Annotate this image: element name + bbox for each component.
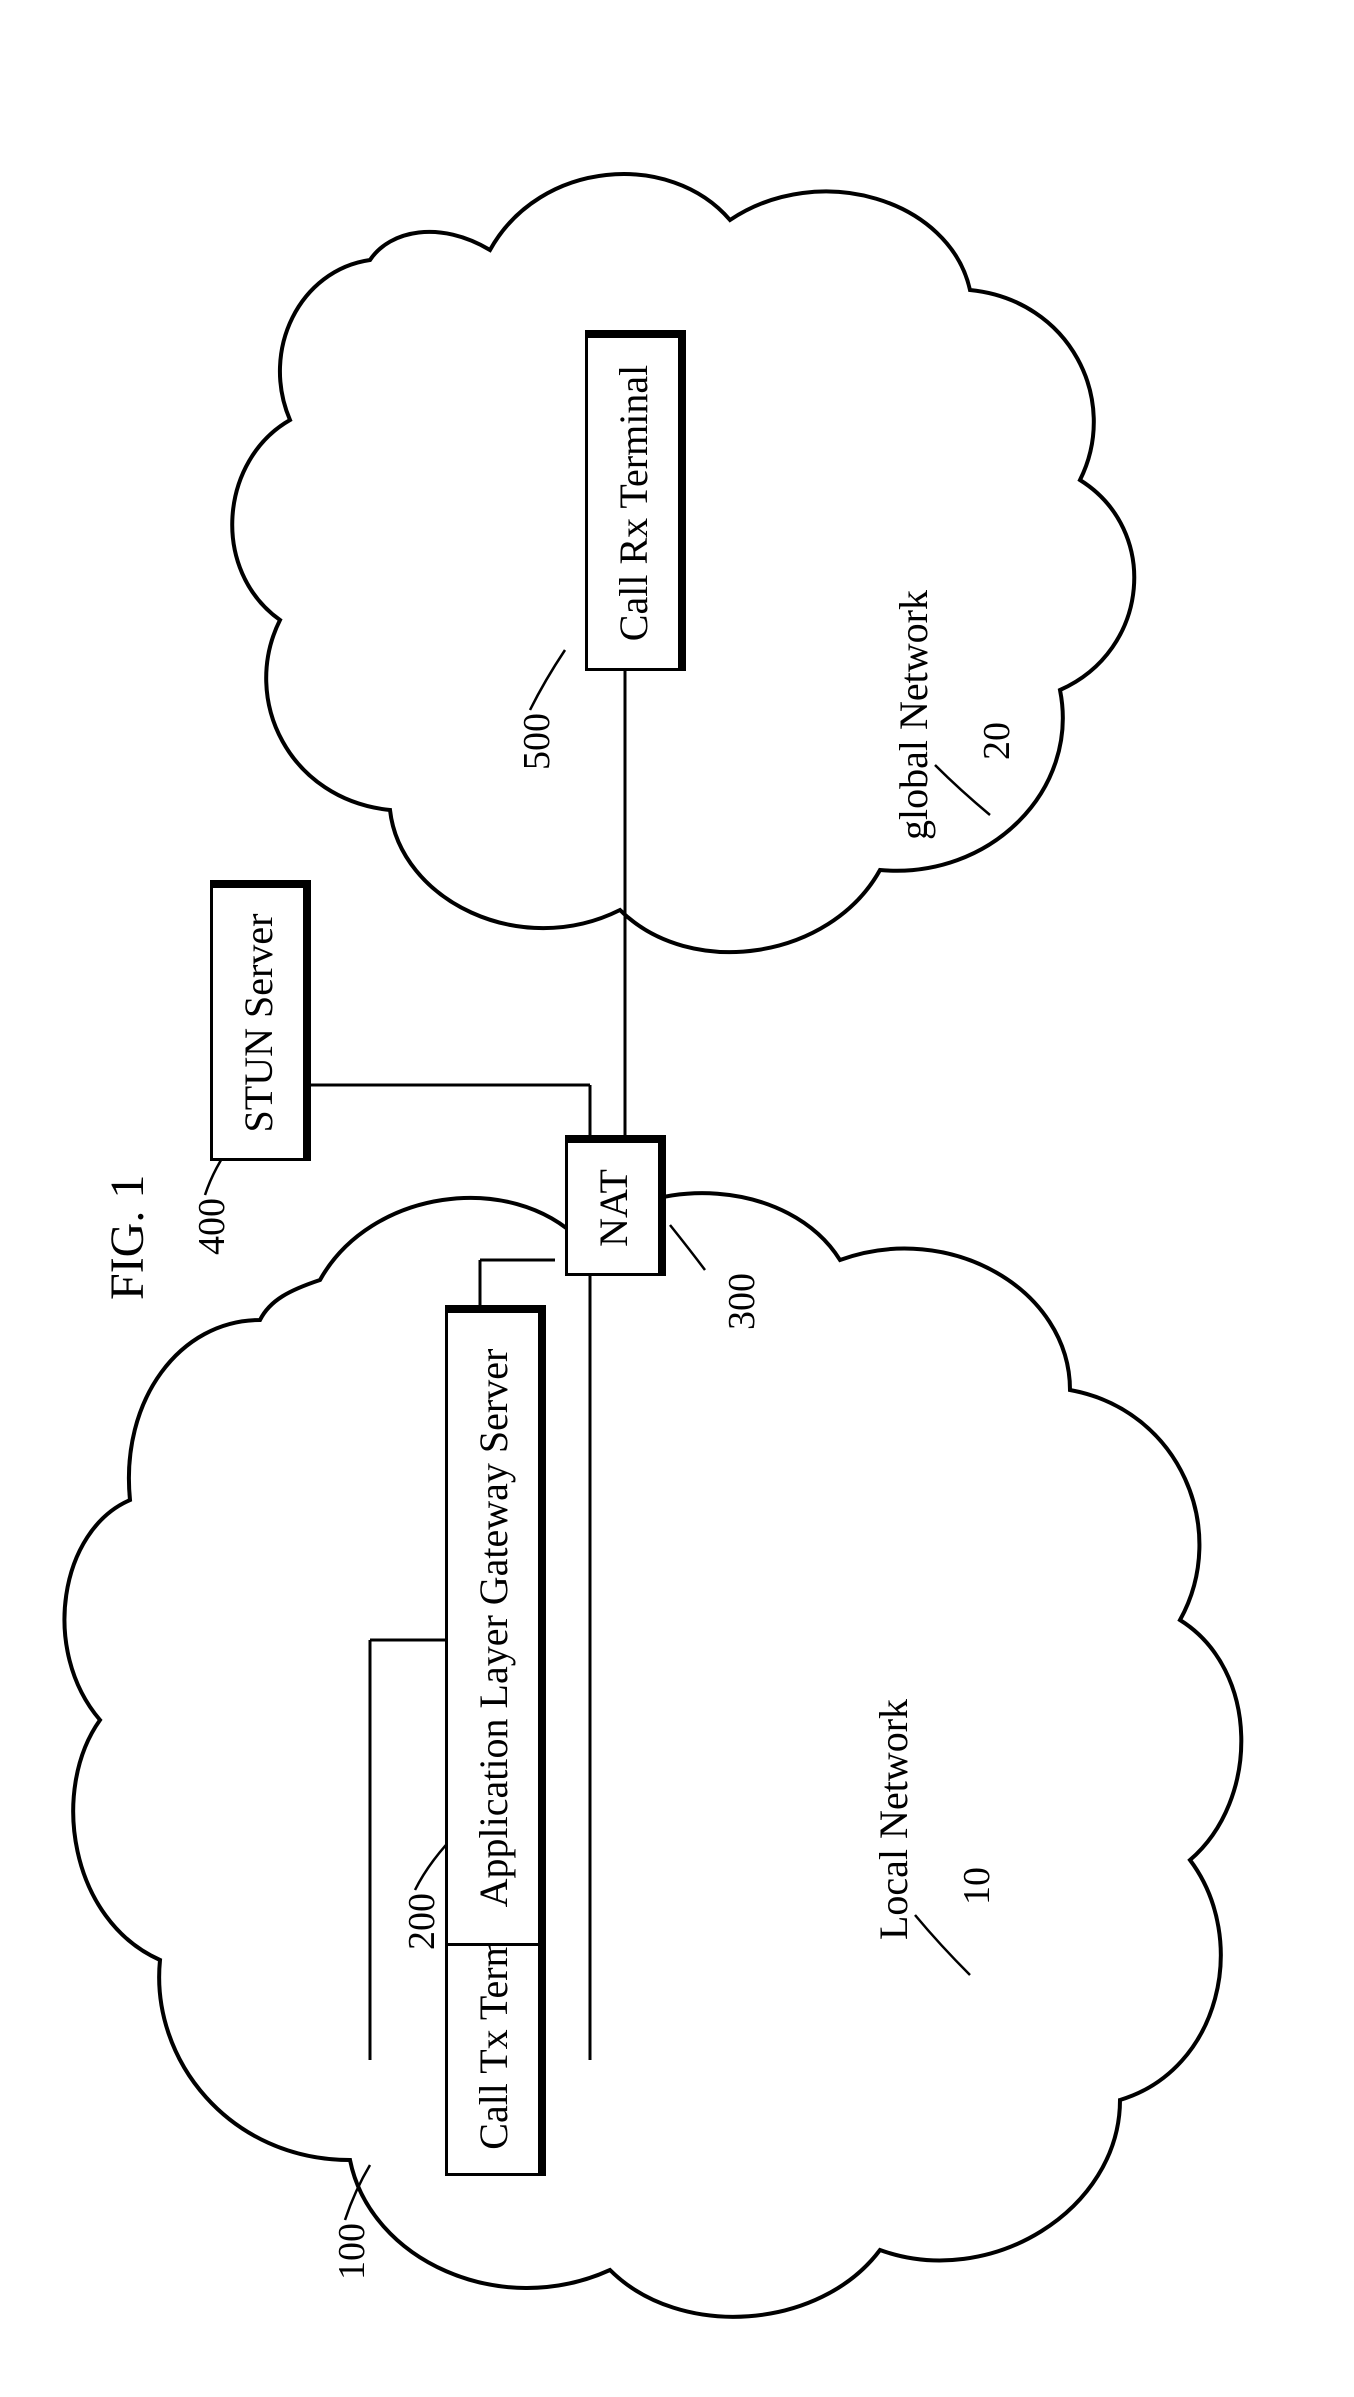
call-rx-terminal-box: Call Rx Terminal [585,330,686,671]
global-network-label: global Network [890,590,937,840]
figure-title: FIG. 1 [100,1175,155,1300]
ref-local-network: 10 [955,1867,999,1905]
ref-call-rx: 500 [515,713,559,770]
diagram-canvas: FIG. 1 Call Tx Terminal Application Laye… [0,0,1354,2397]
ref-nat: 300 [720,1273,764,1330]
alg-server-box: Application Layer Gateway Server [445,1305,546,1946]
ref-stun: 400 [190,1198,234,1255]
ref-call-tx: 100 [330,2223,374,2280]
stun-server-box: STUN Server [210,880,311,1161]
local-network-label: Local Network [870,1699,917,1940]
ref-alg: 200 [400,1893,444,1950]
nat-box: NAT [565,1135,666,1276]
ref-global-network: 20 [975,722,1019,760]
